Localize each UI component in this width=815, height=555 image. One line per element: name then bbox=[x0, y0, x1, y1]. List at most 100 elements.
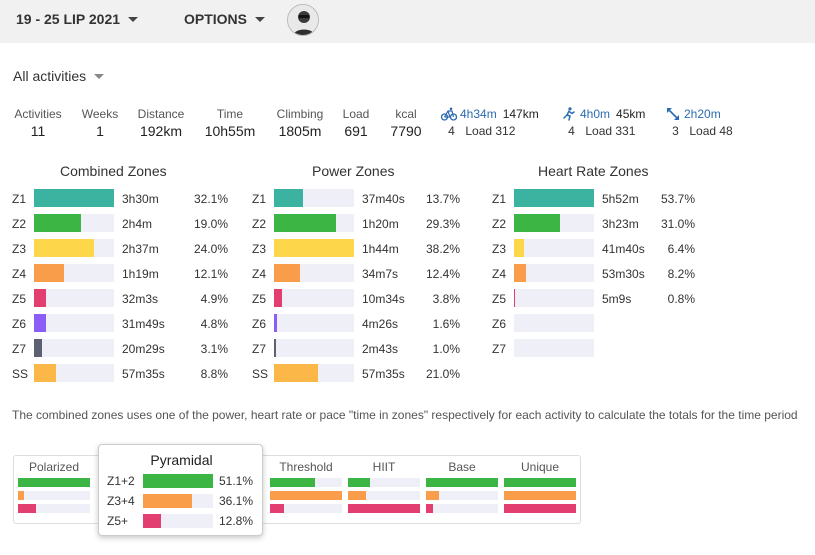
power-zone-row: Z3 1h44m 38.2% bbox=[252, 238, 472, 258]
stat-label: Time bbox=[216, 107, 244, 121]
zone-bar bbox=[514, 289, 516, 307]
caret-down-icon bbox=[94, 73, 105, 79]
combined-zone-row: Z3 2h37m 24.0% bbox=[12, 238, 232, 258]
heart-rate-zone-row: Z6 bbox=[492, 313, 712, 333]
zone-time: 3h23m bbox=[602, 217, 639, 231]
bike-icon bbox=[441, 107, 457, 121]
tooltip-bar bbox=[143, 474, 213, 488]
tooltip-bar-track bbox=[143, 494, 213, 508]
power-zone-row: Z1 37m40s 13.7% bbox=[252, 188, 472, 208]
tooltip-row: Z5+ 12.8% bbox=[107, 513, 257, 529]
power-zone-row: SS 57m35s 21.0% bbox=[252, 363, 472, 383]
zone-bar bbox=[274, 264, 300, 282]
distribution-bar bbox=[270, 504, 285, 513]
zone-bar-track bbox=[274, 189, 354, 207]
stat-weeks: Weeks 1 bbox=[80, 107, 120, 139]
expand-arrows-icon bbox=[667, 108, 679, 120]
zone-label: Z6 bbox=[252, 317, 267, 331]
heart-rate-zone-row: Z3 41m40s 6.4% bbox=[492, 238, 712, 258]
zone-percent: 1.6% bbox=[432, 317, 460, 331]
zone-bar bbox=[514, 214, 561, 232]
sport-count: 3 bbox=[672, 124, 679, 138]
sport-load: Load 312 bbox=[465, 124, 516, 138]
activity-filter-dropdown[interactable]: All activities bbox=[13, 68, 105, 84]
zone-bar bbox=[34, 339, 42, 357]
heart-rate-zone-row: Z4 53m30s 8.2% bbox=[492, 263, 712, 283]
zone-bar bbox=[34, 264, 65, 282]
distribution-bar-track bbox=[426, 504, 498, 513]
combined-zone-row: Z7 20m29s 3.1% bbox=[12, 338, 232, 358]
sport-load: Load 331 bbox=[585, 124, 636, 138]
power-zone-row: Z5 10m34s 3.8% bbox=[252, 288, 472, 308]
zone-bar-track bbox=[34, 214, 114, 232]
stat-label: Distance bbox=[137, 107, 185, 121]
zone-bar bbox=[274, 364, 318, 382]
zone-label: Z3 bbox=[12, 242, 27, 256]
distribution-column-unique[interactable]: Unique bbox=[504, 460, 576, 513]
distribution-column-label: Unique bbox=[520, 460, 560, 474]
distribution-column-label: Polarized bbox=[28, 460, 80, 474]
zone-bar-track bbox=[34, 189, 114, 207]
stat-label: Weeks bbox=[81, 107, 119, 121]
sport-distance: 147km bbox=[502, 107, 539, 121]
sport-run-summary[interactable]: 4h0m 45km 4 Load 331 bbox=[561, 107, 645, 138]
options-label: OPTIONS bbox=[184, 11, 248, 27]
zone-percent: 6.4% bbox=[667, 242, 695, 256]
distribution-bar-track bbox=[18, 504, 90, 513]
zone-label: Z1 bbox=[492, 192, 507, 206]
distribution-bar bbox=[504, 478, 576, 487]
zone-bar-track bbox=[34, 364, 114, 382]
sport-ride-summary[interactable]: 4h34m 147km 4 Load 312 bbox=[441, 107, 539, 138]
distribution-bar bbox=[18, 491, 24, 500]
distribution-bar bbox=[348, 504, 420, 513]
zone-bar bbox=[514, 239, 524, 257]
date-range-dropdown[interactable]: 19 - 25 LIP 2021 bbox=[16, 11, 139, 27]
zone-bar-track bbox=[34, 339, 114, 357]
tooltip-row: Z3+4 36.1% bbox=[107, 493, 257, 509]
distribution-column-label: HIIT bbox=[372, 460, 396, 474]
zone-percent: 8.2% bbox=[667, 267, 695, 281]
stat-label: Activities bbox=[14, 107, 62, 121]
sport-time: 4h0m bbox=[580, 107, 611, 121]
distribution-column-hiit[interactable]: HIIT bbox=[348, 460, 420, 513]
zone-label: Z2 bbox=[492, 217, 507, 231]
distribution-bar bbox=[426, 478, 498, 487]
zone-time: 5m9s bbox=[602, 292, 632, 306]
tooltip-bar-track bbox=[143, 474, 213, 488]
zone-bar bbox=[514, 189, 594, 207]
tooltip-bar bbox=[143, 514, 161, 528]
avatar[interactable] bbox=[287, 4, 319, 36]
distribution-column-polarized[interactable]: Polarized bbox=[18, 460, 90, 513]
zone-bar-track bbox=[274, 214, 354, 232]
distribution-bar bbox=[270, 491, 342, 500]
distribution-bar-track bbox=[270, 504, 342, 513]
zone-percent: 29.3% bbox=[425, 217, 460, 231]
sport-count: 4 bbox=[448, 124, 455, 138]
zone-time: 5h52m bbox=[602, 192, 639, 206]
zone-label: SS bbox=[252, 367, 269, 381]
zone-time: 31m49s bbox=[122, 317, 165, 331]
zone-time: 41m40s bbox=[602, 242, 645, 256]
zone-time: 37m40s bbox=[362, 192, 405, 206]
zone-bar-track bbox=[274, 314, 354, 332]
zone-bar-track bbox=[34, 289, 114, 307]
options-dropdown[interactable]: OPTIONS bbox=[184, 11, 266, 27]
tooltip-title: Pyramidal bbox=[150, 452, 213, 468]
power-zones-title: Power Zones bbox=[312, 163, 395, 179]
distribution-bar-track bbox=[18, 491, 90, 500]
zone-bar-track bbox=[274, 264, 354, 282]
sport-other-summary[interactable]: 2h20m 3 Load 48 bbox=[665, 107, 733, 138]
distribution-bar bbox=[18, 504, 36, 513]
zone-label: Z2 bbox=[12, 217, 27, 231]
zone-label: Z7 bbox=[252, 342, 267, 356]
caret-down-icon bbox=[128, 16, 139, 22]
distribution-bar bbox=[426, 504, 434, 513]
zone-time: 32m3s bbox=[122, 292, 159, 306]
distribution-column-base[interactable]: Base bbox=[426, 460, 498, 513]
distribution-column-threshold[interactable]: Threshold bbox=[270, 460, 342, 513]
distribution-bar-track bbox=[504, 478, 576, 487]
pyramidal-tooltip: Pyramidal Z1+2 51.1% Z3+4 36.1% Z5+ 12.8% bbox=[98, 444, 263, 536]
zone-bar bbox=[274, 239, 354, 257]
zone-percent: 4.9% bbox=[200, 292, 228, 306]
power-zone-row: Z7 2m43s 1.0% bbox=[252, 338, 472, 358]
